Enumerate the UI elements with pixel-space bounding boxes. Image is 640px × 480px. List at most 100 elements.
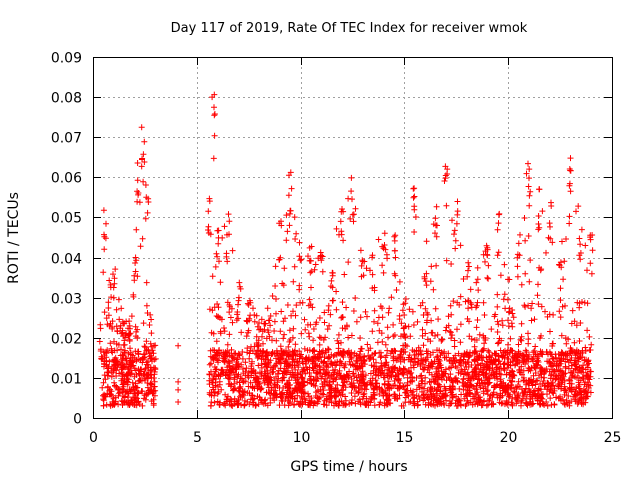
data-point: [206, 391, 213, 398]
data-point: [381, 370, 387, 377]
data-point: [462, 402, 469, 409]
data-point: [107, 391, 114, 398]
data-point: [255, 362, 262, 369]
data-point: [348, 188, 355, 195]
data-point: [575, 355, 582, 362]
data-point: [525, 160, 531, 167]
data-point: [122, 388, 129, 395]
data-point: [543, 249, 549, 256]
data-point: [449, 217, 455, 224]
data-point: [528, 305, 535, 312]
data-point: [492, 356, 499, 363]
data-point: [175, 386, 182, 393]
data-point: [526, 202, 533, 209]
data-point: [547, 223, 553, 230]
data-point: [567, 357, 574, 364]
data-point: [274, 379, 281, 386]
data-point: [489, 352, 496, 359]
data-point: [466, 263, 472, 270]
data-point: [215, 359, 221, 366]
data-point: [143, 359, 150, 366]
data-point: [296, 348, 303, 355]
data-point: [215, 240, 222, 247]
data-point: [133, 257, 140, 264]
data-point: [292, 377, 299, 384]
data-point: [395, 370, 402, 377]
data-point: [141, 392, 148, 399]
data-point: [402, 399, 409, 406]
data-point: [441, 368, 447, 375]
data-point: [312, 261, 319, 268]
data-point: [411, 203, 418, 210]
data-point: [328, 277, 335, 284]
data-point: [538, 332, 544, 339]
data-point: [274, 352, 281, 359]
data-point: [300, 378, 307, 385]
data-point: [417, 351, 424, 357]
data-point: [150, 375, 157, 381]
data-point: [483, 361, 489, 368]
data-point: [419, 326, 426, 333]
data-point: [515, 378, 522, 385]
data-point: [437, 395, 443, 402]
data-point: [359, 368, 366, 375]
data-point: [132, 348, 139, 355]
data-point: [357, 401, 364, 408]
data-point: [451, 337, 458, 344]
data-point: [338, 339, 344, 346]
data-point: [330, 378, 336, 385]
data-point: [333, 225, 340, 232]
data-point: [562, 335, 569, 341]
data-point: [114, 347, 121, 354]
data-point: [306, 369, 313, 376]
data-point: [133, 385, 140, 391]
data-point: [144, 346, 151, 353]
data-point: [267, 322, 274, 329]
data-point: [247, 347, 254, 354]
data-point: [266, 333, 273, 340]
data-point: [126, 318, 133, 325]
data-point: [218, 386, 225, 393]
data-point: [276, 402, 283, 409]
data-point: [511, 354, 518, 361]
data-point: [542, 308, 548, 315]
data-point: [298, 256, 305, 263]
data-point: [410, 399, 417, 405]
data-point: [365, 352, 372, 359]
data-point: [328, 372, 335, 379]
data-point: [357, 314, 364, 321]
data-point: [587, 234, 594, 241]
data-point: [505, 386, 512, 393]
data-point: [287, 371, 294, 378]
data-point: [148, 330, 155, 337]
data-point: [118, 305, 125, 312]
data-point: [290, 388, 297, 395]
data-point: [433, 203, 440, 210]
data-point: [547, 395, 554, 402]
data-point: [475, 397, 482, 404]
data-point: [464, 387, 471, 394]
data-point: [423, 391, 430, 398]
data-point: [538, 303, 545, 310]
data-point: [345, 334, 352, 341]
data-point: [246, 390, 253, 397]
chart-title: Day 117 of 2019, Rate Of TEC Index for r…: [171, 21, 528, 36]
data-point: [310, 337, 317, 344]
data-point: [151, 368, 158, 375]
data-point: [451, 227, 458, 234]
data-point: [349, 211, 356, 218]
data-point: [377, 399, 384, 406]
data-point: [472, 373, 479, 380]
data-point: [538, 391, 545, 398]
data-point: [345, 373, 352, 380]
data-point: [299, 395, 305, 401]
data-point: [124, 378, 131, 385]
data-point: [386, 305, 393, 312]
data-point: [327, 311, 334, 318]
data-point: [505, 323, 512, 330]
data-point: [245, 327, 252, 334]
data-point: [292, 395, 298, 402]
data-point: [329, 361, 336, 368]
data-point: [397, 333, 404, 340]
data-point: [576, 304, 583, 311]
